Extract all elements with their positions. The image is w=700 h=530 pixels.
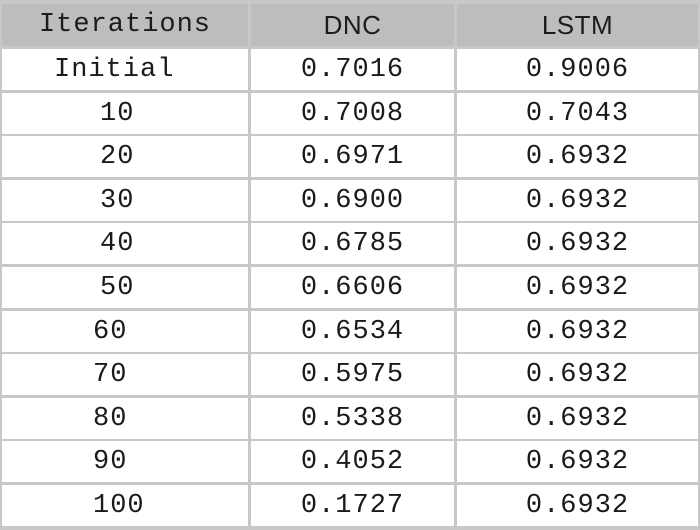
header-iterations: Iterations (2, 4, 248, 46)
cell-iterations: Initial (2, 49, 248, 90)
cell-lstm: 0.7043 (457, 93, 698, 134)
cell-lstm: 0.6932 (457, 180, 698, 221)
cell-lstm: 0.6932 (457, 136, 698, 177)
cell-dnc: 0.5975 (251, 354, 454, 395)
cell-lstm: 0.6932 (457, 223, 698, 264)
cell-iterations: 80 (2, 398, 248, 439)
cell-iterations: 40 (2, 223, 248, 264)
cell-dnc: 0.7008 (251, 93, 454, 134)
cell-iterations: 60 (2, 311, 248, 352)
cell-dnc: 0.7016 (251, 49, 454, 90)
cell-iterations: 50 (2, 267, 248, 308)
header-dnc: DNC (251, 4, 454, 46)
cell-dnc: 0.6606 (251, 267, 454, 308)
cell-iterations: 70 (2, 354, 248, 395)
cell-dnc: 0.1727 (251, 485, 454, 526)
cell-lstm: 0.6932 (457, 354, 698, 395)
header-lstm: LSTM (457, 4, 698, 46)
cell-dnc: 0.6534 (251, 311, 454, 352)
cell-lstm: 0.6932 (457, 311, 698, 352)
cell-iterations: 10 (2, 93, 248, 134)
cell-dnc: 0.6971 (251, 136, 454, 177)
cell-lstm: 0.6932 (457, 267, 698, 308)
cell-iterations: 90 (2, 441, 248, 482)
cell-dnc: 0.6900 (251, 180, 454, 221)
cell-dnc: 0.4052 (251, 441, 454, 482)
cell-lstm: 0.6932 (457, 398, 698, 439)
cell-iterations: 100 (2, 485, 248, 526)
cell-lstm: 0.6932 (457, 485, 698, 526)
cell-lstm: 0.6932 (457, 441, 698, 482)
cell-iterations: 30 (2, 180, 248, 221)
cell-lstm: 0.9006 (457, 49, 698, 90)
cell-iterations: 20 (2, 136, 248, 177)
cell-dnc: 0.5338 (251, 398, 454, 439)
cell-dnc: 0.6785 (251, 223, 454, 264)
